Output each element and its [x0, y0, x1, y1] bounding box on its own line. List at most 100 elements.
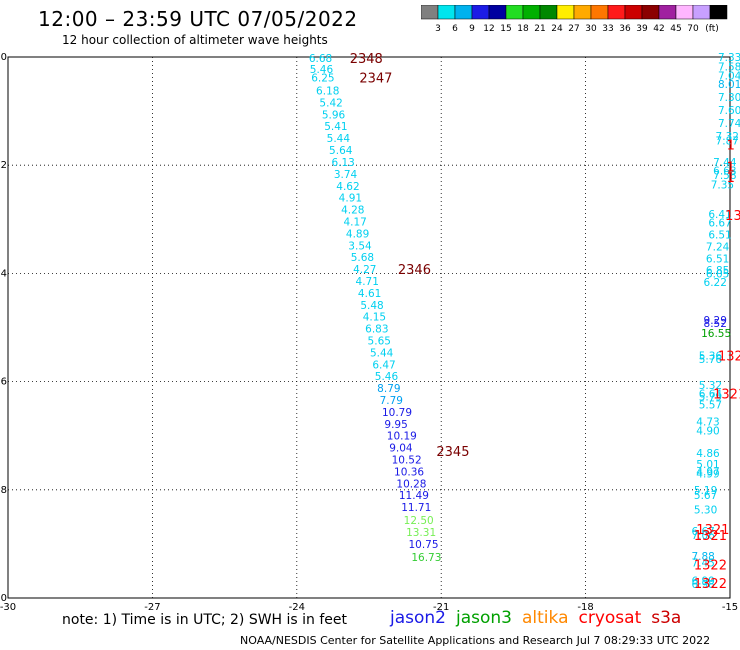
swh-value-label: 4.62 — [336, 181, 359, 193]
swh-value-label: 11.71 — [401, 502, 431, 514]
colorbar-label: 21 — [534, 24, 545, 34]
swh-value-label: 7.24 — [706, 241, 730, 253]
swh-value-label: 4.28 — [341, 205, 364, 217]
x-tick-label: -27 — [144, 602, 160, 613]
swh-value-label: 4.97 — [696, 466, 719, 478]
swh-value-label: 4.89 — [346, 228, 369, 240]
legend-item-altika: altika — [522, 608, 569, 628]
swh-value-label: 6.98 — [691, 579, 714, 591]
swh-value-label: 6.18 — [316, 86, 339, 98]
colorbar-label: 30 — [585, 24, 597, 34]
chart-subtitle: 12 hour collection of altimeter wave hei… — [62, 33, 328, 47]
colorbar-label: 24 — [551, 24, 563, 34]
pass-time-label: 2346 — [398, 263, 431, 278]
wave-height-plot: -30 -27 -24 -21 -18 -15 -20 -22 -24 -26 -28 -30 6.68… — [0, 52, 740, 613]
pass-time-label: 13 — [725, 209, 740, 224]
swh-value-label: 5.30 — [694, 504, 717, 516]
swh-value-label: 3.54 — [348, 240, 372, 252]
colorbar-legend: 3 6 9 12 15 18 21 24 27 30 33 36 39 42 45 70 (ft) — [421, 5, 728, 34]
swh-value-label: 5.65 — [368, 335, 391, 347]
swh-value-label: 9.04 — [389, 443, 413, 455]
swh-value-label: 7.74 — [718, 118, 740, 130]
satellite-legend: jason2 jason3 altika cryosat s3a — [390, 608, 691, 628]
swh-value-label: 9.29 — [704, 315, 727, 327]
colorbar-label: 33 — [602, 24, 613, 34]
swh-value-label: 13.31 — [406, 527, 436, 539]
colorbar-unit: (ft) — [705, 24, 719, 34]
swh-value-label: 6.51 — [708, 229, 731, 241]
swh-value-label: 12.50 — [404, 515, 434, 527]
pass-time-label: 1 — [727, 160, 735, 175]
swh-value-label: 5.96 — [322, 109, 346, 121]
swh-value-label: 4.17 — [343, 216, 366, 228]
swh-value-label: 5.57 — [699, 399, 722, 411]
swh-value-label: 11.49 — [399, 490, 429, 502]
pass-time-label: 1 — [727, 139, 735, 154]
colorbar-label: 18 — [517, 24, 529, 34]
y-tick-label: -22 — [0, 160, 7, 171]
swh-value-label: 16.73 — [411, 552, 441, 564]
swh-value-label: 7.30 — [718, 92, 740, 104]
swh-value-label: 16.55 — [701, 328, 731, 340]
y-tick-label: -30 — [0, 593, 7, 604]
swh-value-label: 10.36 — [394, 466, 424, 478]
colorbar-label: 12 — [483, 24, 494, 34]
swh-value-label: 6.13 — [331, 157, 354, 169]
pass-time-label: 2345 — [436, 445, 469, 460]
swh-value-label: 4.15 — [363, 312, 386, 324]
swh-value-label: 7.58 — [713, 170, 736, 182]
colorbar-label: 36 — [619, 24, 631, 34]
swh-value-label: 4.61 — [358, 288, 381, 300]
colorbar-label: 42 — [653, 24, 664, 34]
swh-value-label: 5.32 — [699, 380, 722, 392]
swh-value-label: 6.99 — [691, 576, 714, 588]
y-tick-label: -28 — [0, 485, 7, 496]
swh-value-label: 10.75 — [408, 539, 438, 551]
swh-value-label: 6.51 — [706, 253, 729, 265]
swh-value-label: 7.33 — [718, 52, 740, 64]
swh-value-label: 7.87 — [716, 135, 739, 147]
swh-value-label: 6.63 — [713, 166, 736, 178]
pass-time-label: 1321 — [713, 388, 740, 403]
swh-value-label: 5.46 — [375, 371, 399, 383]
chart-title: 12:00 – 23:59 UTC 07/05/2022 — [38, 7, 358, 31]
swh-value-label: 6.68 — [309, 53, 332, 65]
y-tick-label: -20 — [0, 52, 7, 63]
colorbar-label: 15 — [500, 24, 511, 34]
swh-value-label: 4.27 — [353, 264, 376, 276]
legend-item-jason2: jason2 — [390, 608, 446, 628]
colorbar-label: 3 — [435, 24, 441, 34]
colorbar-label: 45 — [670, 24, 681, 34]
swh-value-label: 7.04 — [718, 70, 740, 82]
swh-value-label: 4.73 — [696, 417, 719, 429]
y-tick-label: -26 — [0, 377, 7, 388]
swh-value-label: 8.01 — [718, 79, 740, 91]
swh-value-label: 6.22 — [704, 277, 727, 289]
swh-value-label: 5.19 — [694, 485, 717, 497]
swh-value-label: 6.67 — [691, 526, 714, 538]
colorbar-label: 70 — [687, 24, 699, 34]
swh-value-label: 7.06 — [691, 530, 715, 542]
swh-value-label: 5.42 — [319, 97, 342, 109]
swh-value-label: 10.79 — [382, 407, 412, 419]
colorbar-label: 27 — [568, 24, 579, 34]
swh-value-label: 5.36 — [699, 351, 723, 363]
swh-value-label: 6.67 — [708, 218, 731, 230]
swh-value-label: 3.74 — [334, 169, 358, 181]
swh-value-label: 6.47 — [372, 359, 395, 371]
swh-value-label: 9.95 — [384, 419, 407, 431]
colorbar-swatch — [709, 5, 728, 20]
swh-value-label: 4.90 — [696, 425, 719, 437]
swh-value-label: 8.79 — [377, 383, 400, 395]
footer-note: note: 1) Time is in UTC; 2) SWH is in fe… — [62, 612, 348, 628]
plot-frame — [7, 56, 731, 599]
swh-value-label: 4.71 — [356, 276, 379, 288]
x-tick-label: -18 — [577, 602, 593, 613]
swh-value-label: 7.35 — [711, 180, 734, 192]
legend-item-cryosat: cryosat — [578, 608, 642, 628]
swh-value-label: 10.19 — [387, 431, 417, 443]
colorbar-label: 9 — [469, 24, 475, 34]
pass-time-label: 1322 — [694, 558, 727, 573]
swh-value-label: 5.41 — [324, 121, 347, 133]
x-tick-label: -30 — [0, 602, 16, 613]
